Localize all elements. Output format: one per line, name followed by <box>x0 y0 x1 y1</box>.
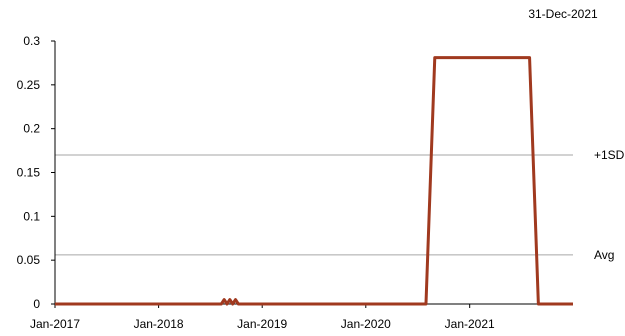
y-axis-ticks: 0 0.05 0.1 0.15 0.2 0.25 0.3 <box>17 34 55 311</box>
x-axis-ticks: Jan-2017 Jan-2018 Jan-2019 Jan-2020 Jan-2021 <box>30 304 495 331</box>
y-tick-label-4: 0.2 <box>23 122 40 136</box>
y-tick-label-0: 0 <box>33 297 40 311</box>
reference-line-label-0: +1SD <box>594 148 625 162</box>
y-tick-label-3: 0.15 <box>17 166 41 180</box>
chart-date-label: 31-Dec-2021 <box>528 7 598 21</box>
axes <box>54 41 573 305</box>
x-tick-label-1: Jan-2018 <box>134 317 184 331</box>
reference-lines: +1SD Avg <box>55 148 625 262</box>
series-group <box>55 56 573 306</box>
series-line-0 <box>55 56 573 306</box>
y-tick-label-2: 0.1 <box>23 209 40 223</box>
y-tick-label-6: 0.3 <box>23 34 40 48</box>
y-tick-label-5: 0.25 <box>17 78 41 92</box>
x-tick-label-0: Jan-2017 <box>30 317 80 331</box>
x-tick-label-4: Jan-2021 <box>445 317 495 331</box>
y-tick-label-1: 0.05 <box>17 253 41 267</box>
reference-line-label-1: Avg <box>594 248 614 262</box>
x-tick-label-2: Jan-2019 <box>237 317 287 331</box>
x-tick-label-3: Jan-2020 <box>341 317 391 331</box>
